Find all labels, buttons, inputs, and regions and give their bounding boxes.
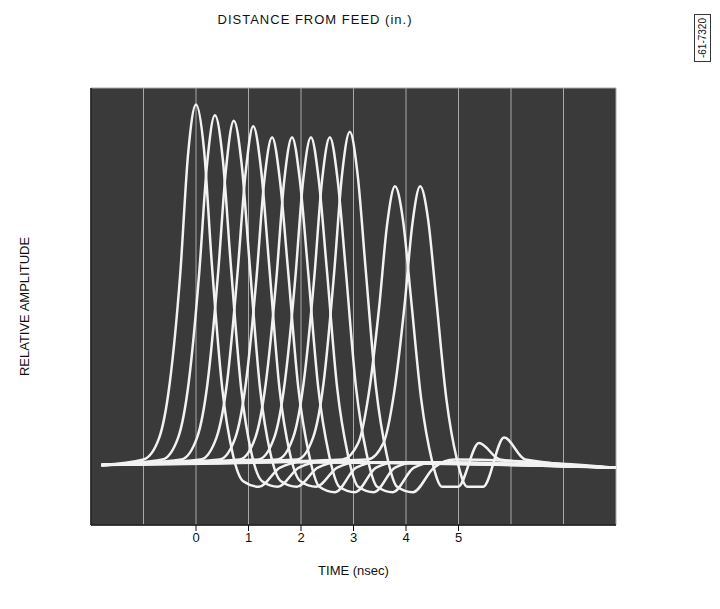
svg-text:5: 5	[455, 530, 462, 545]
svg-text:RELATIVE AMPLITUDE: RELATIVE AMPLITUDE	[17, 237, 32, 377]
svg-text:0: 0	[192, 530, 199, 545]
svg-text:2: 2	[297, 530, 304, 545]
html-text:-61-7320: -61-7320	[697, 18, 708, 58]
svg-text:1: 1	[245, 530, 252, 545]
html-text:DISTANCE FROM FEED (in.): DISTANCE FROM FEED (in.)	[217, 12, 413, 27]
svg-text:3: 3	[350, 530, 357, 545]
svg-text:4: 4	[402, 530, 409, 545]
svg-text:TIME (nsec): TIME (nsec)	[318, 563, 389, 578]
